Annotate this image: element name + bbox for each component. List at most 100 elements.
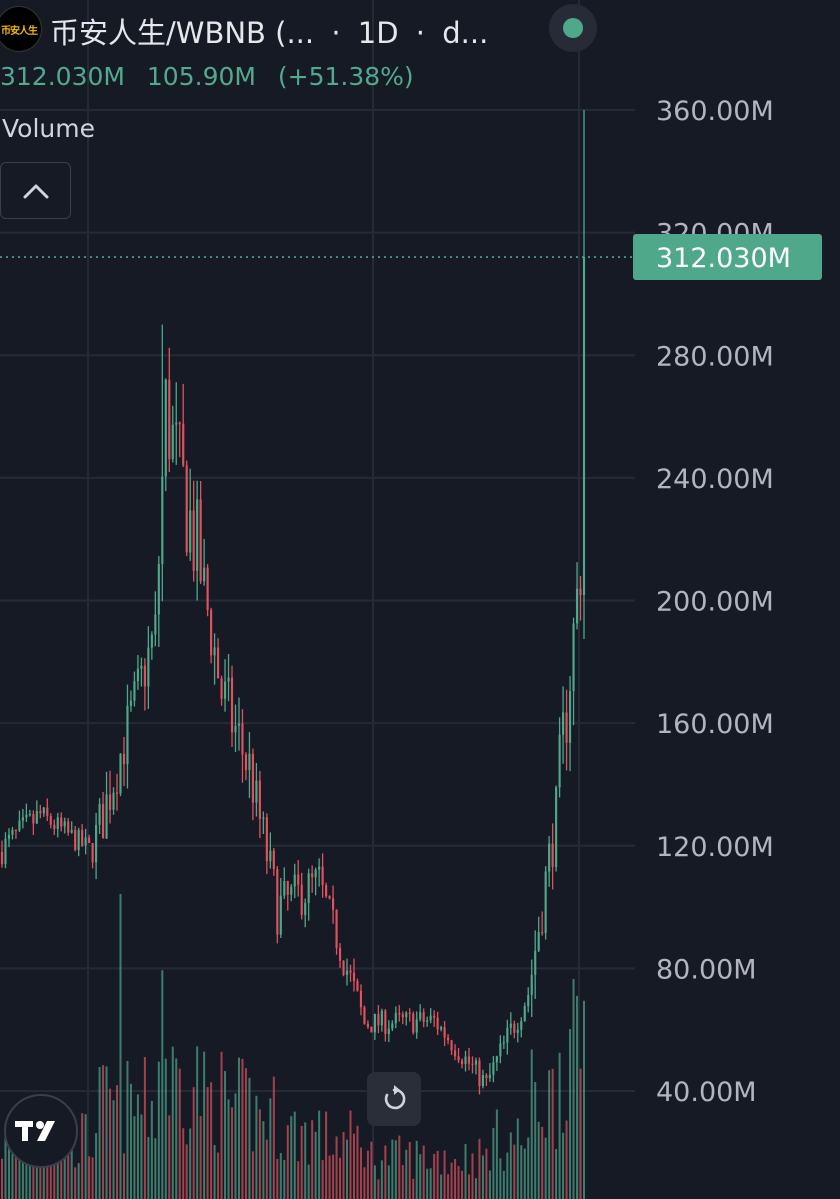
candle-body	[467, 1056, 471, 1064]
volume-bar	[541, 1126, 544, 1199]
candle-body	[168, 379, 171, 460]
volume-bar	[203, 1051, 206, 1199]
volume-bar	[98, 1067, 101, 1199]
candle-body	[537, 932, 540, 951]
volume-bar	[377, 1179, 380, 1199]
volume-bar	[182, 1128, 185, 1199]
volume-bar	[14, 1142, 17, 1199]
candle-body	[4, 838, 7, 865]
volume-bar	[412, 1178, 415, 1199]
candle-body	[0, 851, 4, 865]
candle-body	[513, 1023, 516, 1033]
volume-bar	[447, 1174, 450, 1199]
candle-body	[133, 681, 136, 701]
candle-body	[488, 1074, 491, 1079]
candle-body	[509, 1023, 512, 1028]
y-axis-tick-label: 80.00M	[656, 954, 757, 985]
volume-bar	[558, 1052, 561, 1199]
volume-bar	[436, 1150, 439, 1199]
volume-bar	[394, 1140, 397, 1199]
volume-indicator-label[interactable]: Volume	[2, 114, 95, 143]
candle-body	[56, 817, 59, 830]
volume-bar	[314, 1131, 317, 1199]
volume-bar	[129, 1083, 132, 1199]
candle-body	[210, 610, 213, 656]
candle-body	[157, 564, 160, 615]
symbol-title[interactable]: 币安人生/WBNB (... · 1D · d...	[50, 10, 488, 52]
volume-bar	[398, 1135, 401, 1199]
volume-bar	[325, 1111, 328, 1199]
token-logo-text: 币安人生	[1, 25, 38, 37]
candle-body	[551, 843, 554, 868]
candle-body	[555, 787, 558, 868]
candle-body	[105, 794, 108, 839]
volume-bar	[426, 1168, 429, 1199]
volume-bar	[189, 1128, 192, 1199]
volume-bar	[339, 1157, 342, 1199]
candle-body	[126, 705, 129, 765]
volume-bar	[373, 1165, 376, 1199]
candle-body	[251, 753, 255, 803]
candle-body	[67, 821, 70, 833]
candle-body	[227, 677, 230, 682]
volume-bar	[551, 1068, 554, 1199]
candle-body	[328, 896, 331, 899]
candle-body	[220, 678, 223, 699]
candle-body	[192, 510, 195, 571]
candle-body	[457, 1056, 460, 1061]
candle-body	[213, 647, 216, 656]
volume-bar	[227, 1099, 230, 1199]
candle-body	[279, 895, 282, 935]
volume-bar	[464, 1144, 467, 1199]
candle-body	[216, 647, 220, 679]
volume-bar	[7, 1131, 10, 1199]
last-price-label: 312.030M	[656, 243, 791, 274]
candle-body	[237, 723, 241, 726]
volume-bar	[105, 1066, 108, 1199]
token-logo[interactable]: 币安人生	[0, 6, 42, 52]
reset-chart-button[interactable]	[367, 1072, 421, 1126]
volume-bar	[28, 1153, 31, 1199]
candle-body	[7, 834, 11, 839]
title-separator: ·	[415, 16, 425, 50]
volume-bar	[380, 1160, 383, 1199]
volume-bar	[304, 1122, 307, 1199]
last-price-badge[interactable]	[633, 234, 822, 281]
volume-bar	[91, 1157, 94, 1199]
volume-bar	[328, 1155, 331, 1199]
volume-bar	[391, 1139, 394, 1199]
volume-bar	[157, 1061, 160, 1199]
volume-bar	[537, 1121, 540, 1199]
candle-body	[286, 881, 289, 895]
volume-bar	[335, 1136, 338, 1199]
collapse-legend-button[interactable]	[0, 162, 71, 219]
candle-body	[28, 813, 31, 816]
volume-bar	[562, 1132, 565, 1199]
candle-body	[175, 422, 178, 425]
volume-bar	[544, 1137, 547, 1199]
y-axis-tick-label: 200.00M	[656, 587, 774, 618]
volume-bar	[199, 1116, 202, 1199]
candle-body	[311, 873, 314, 878]
candle-body	[11, 829, 14, 835]
candle-body	[290, 886, 293, 895]
candle-body	[150, 634, 153, 648]
candle-body	[380, 1010, 383, 1026]
volume-bar	[555, 1148, 558, 1199]
volume-bar	[251, 1151, 254, 1199]
volume-bar	[63, 1156, 66, 1199]
candle-body	[234, 725, 237, 733]
candle-body	[140, 665, 143, 669]
volume-bar	[133, 1116, 136, 1199]
candle-body	[63, 821, 66, 827]
volume-bar	[168, 1115, 171, 1199]
tradingview-logo-button[interactable]	[4, 1094, 78, 1168]
candle-body	[35, 811, 38, 824]
market-status-indicator[interactable]	[549, 4, 597, 52]
volume-bar	[583, 1000, 585, 1199]
volume-bar	[342, 1132, 345, 1199]
volume-bar	[217, 1152, 220, 1199]
candle-body	[440, 1027, 443, 1030]
candle-body	[283, 881, 286, 896]
